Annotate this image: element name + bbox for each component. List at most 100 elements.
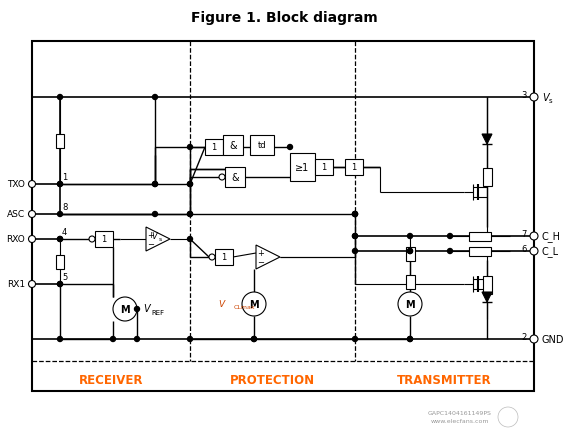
- Text: M: M: [405, 299, 415, 309]
- Text: +: +: [148, 230, 154, 239]
- Circle shape: [353, 249, 357, 254]
- Circle shape: [448, 234, 453, 239]
- Text: &: &: [229, 141, 237, 150]
- Bar: [225, 168, 245, 187]
- Circle shape: [187, 212, 193, 217]
- Text: RECEIVER: RECEIVER: [79, 374, 143, 387]
- Circle shape: [28, 281, 36, 288]
- Circle shape: [353, 234, 357, 239]
- Bar: [56, 255, 64, 269]
- Text: 1: 1: [222, 253, 227, 262]
- Circle shape: [57, 212, 62, 217]
- Circle shape: [152, 212, 157, 217]
- Circle shape: [135, 307, 140, 312]
- Text: CLmax: CLmax: [234, 305, 256, 310]
- Text: 1: 1: [211, 143, 216, 152]
- Circle shape: [89, 237, 95, 243]
- Circle shape: [252, 337, 257, 342]
- Circle shape: [407, 337, 412, 342]
- Circle shape: [187, 212, 193, 217]
- Circle shape: [407, 249, 412, 254]
- Circle shape: [152, 182, 157, 187]
- Text: ASC: ASC: [7, 210, 25, 219]
- Circle shape: [242, 292, 266, 316]
- Circle shape: [187, 182, 193, 187]
- Text: −: −: [257, 258, 265, 267]
- Text: ≥1: ≥1: [295, 163, 310, 172]
- Circle shape: [113, 297, 137, 321]
- Circle shape: [353, 212, 357, 217]
- Text: V: V: [151, 232, 157, 241]
- Text: RXO: RXO: [6, 235, 25, 244]
- Circle shape: [530, 233, 538, 240]
- Circle shape: [353, 234, 357, 239]
- Bar: [406, 275, 415, 289]
- Circle shape: [530, 335, 538, 343]
- Text: GAPC1404161149PS: GAPC1404161149PS: [428, 411, 492, 415]
- Circle shape: [219, 175, 225, 181]
- Bar: [223, 136, 243, 156]
- Text: C_L: C_L: [542, 246, 559, 257]
- Circle shape: [353, 337, 357, 342]
- Text: TRANSMITTER: TRANSMITTER: [396, 374, 491, 387]
- Text: V: V: [542, 93, 549, 103]
- Bar: [56, 134, 64, 148]
- Circle shape: [407, 234, 412, 239]
- Circle shape: [287, 145, 293, 150]
- Text: RX1: RX1: [7, 280, 25, 289]
- Text: GND: GND: [542, 334, 565, 344]
- Bar: [95, 231, 113, 247]
- Text: 4: 4: [62, 228, 67, 237]
- Circle shape: [498, 407, 518, 427]
- Text: 7: 7: [521, 230, 527, 239]
- Text: 2: 2: [522, 333, 527, 342]
- Text: 6: 6: [521, 245, 527, 254]
- Circle shape: [530, 247, 538, 255]
- Text: V: V: [143, 303, 149, 313]
- Polygon shape: [256, 246, 280, 269]
- Bar: [315, 160, 333, 175]
- Circle shape: [28, 236, 36, 243]
- Bar: [482, 276, 491, 294]
- Bar: [215, 249, 233, 265]
- Bar: [205, 140, 223, 156]
- Polygon shape: [482, 292, 492, 302]
- Circle shape: [57, 237, 62, 242]
- Circle shape: [187, 237, 193, 242]
- Circle shape: [407, 337, 412, 342]
- Text: +: +: [257, 248, 265, 257]
- Polygon shape: [482, 135, 492, 144]
- Text: 3: 3: [521, 91, 527, 100]
- Circle shape: [28, 211, 36, 218]
- Text: PROTECTION: PROTECTION: [229, 374, 315, 387]
- Circle shape: [57, 337, 62, 342]
- Circle shape: [353, 212, 357, 217]
- Text: C_H: C_H: [542, 231, 561, 242]
- Bar: [250, 136, 274, 156]
- Text: REF: REF: [151, 309, 164, 315]
- Text: TXO: TXO: [7, 180, 25, 189]
- Polygon shape: [146, 227, 170, 252]
- Text: 8: 8: [62, 203, 68, 212]
- Circle shape: [57, 237, 62, 242]
- Text: M: M: [249, 299, 259, 309]
- Circle shape: [187, 145, 193, 150]
- Circle shape: [187, 337, 193, 342]
- Text: www.elecfans.com: www.elecfans.com: [431, 418, 489, 424]
- Circle shape: [187, 182, 193, 187]
- Circle shape: [152, 95, 157, 100]
- Circle shape: [252, 337, 257, 342]
- Bar: [469, 247, 491, 256]
- Circle shape: [448, 249, 453, 254]
- Circle shape: [57, 282, 62, 287]
- Circle shape: [398, 292, 422, 316]
- Circle shape: [57, 282, 62, 287]
- Circle shape: [135, 337, 140, 342]
- Text: 1: 1: [352, 163, 357, 172]
- Text: Figure 1. Block diagram: Figure 1. Block diagram: [191, 11, 377, 25]
- Circle shape: [28, 181, 36, 188]
- Text: s: s: [549, 98, 553, 104]
- Bar: [32, 42, 534, 391]
- Bar: [406, 247, 415, 261]
- Circle shape: [152, 182, 157, 187]
